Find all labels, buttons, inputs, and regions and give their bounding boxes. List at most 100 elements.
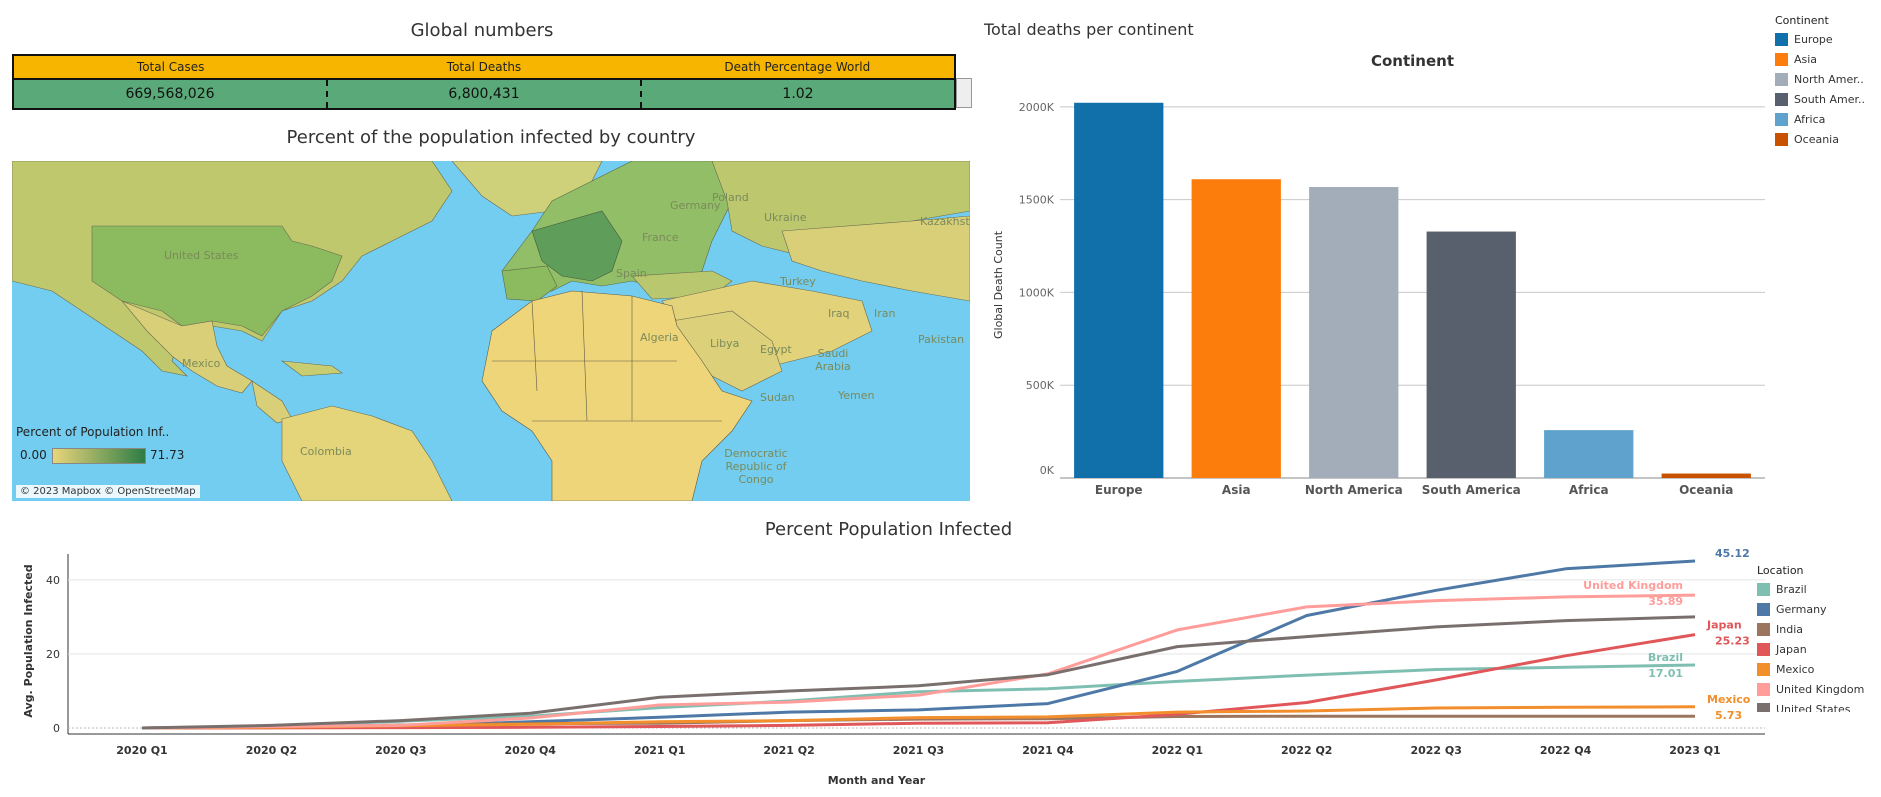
land-mexico <box>121 300 253 394</box>
location-legend-item[interactable]: Japan <box>1757 639 1864 659</box>
line-x-tick-label: 2022 Q4 <box>1540 744 1592 757</box>
location-legend-item[interactable]: Mexico <box>1757 659 1864 679</box>
land-south-america <box>281 405 453 501</box>
map-label-libya: Libya <box>710 337 740 350</box>
continent-legend-item[interactable]: North Amer.. <box>1775 69 1865 89</box>
map-legend-title: Percent of Population Inf.. <box>16 425 170 439</box>
line-y-tick-label: 20 <box>46 648 60 661</box>
bar-y-tick-label: 500K <box>1026 379 1055 392</box>
bar-south-america[interactable] <box>1426 231 1516 478</box>
line-series-japan[interactable] <box>141 633 1696 730</box>
border-africa-1 <box>531 300 538 392</box>
legend-swatch <box>1757 622 1770 636</box>
line-end-label-value: 5.73 <box>1715 709 1742 722</box>
bar-asia[interactable] <box>1191 179 1281 478</box>
location-legend-item[interactable]: India <box>1757 619 1864 639</box>
location-legend-item[interactable]: United Kingdom <box>1757 679 1864 699</box>
line-series-germany[interactable] <box>141 559 1696 730</box>
line-series-united-states[interactable] <box>141 615 1696 730</box>
legend-swatch <box>1757 682 1770 696</box>
bar-x-tick-label: Asia <box>1222 483 1251 497</box>
line-x-tick-label: 2022 Q1 <box>1152 744 1203 757</box>
line-x-axis-label: Month and Year <box>828 774 926 787</box>
bar-oceania[interactable] <box>1661 473 1751 478</box>
map-label-yemen: Yemen <box>838 389 875 402</box>
line-end-label-name: United Kingdom <box>1583 579 1683 592</box>
map-attribution[interactable]: © 2023 Mapbox © OpenStreetMap <box>16 485 200 498</box>
legend-swatch <box>1775 132 1788 146</box>
bar-europe[interactable] <box>1074 102 1164 478</box>
continent-legend-item[interactable]: Europe <box>1775 29 1865 49</box>
bar-north-america[interactable] <box>1309 187 1399 478</box>
line-end-label-value: 25.23 <box>1715 635 1750 648</box>
line-y-tick-label: 40 <box>46 574 60 587</box>
legend-label: United Kingdom <box>1776 682 1865 696</box>
line-x-tick-label: 2020 Q2 <box>246 744 297 757</box>
legend-label: Japan <box>1776 642 1807 656</box>
legend-label: Asia <box>1794 52 1818 66</box>
location-legend-item[interactable]: Brazil <box>1757 579 1864 599</box>
continent-legend-item[interactable]: South Amer.. <box>1775 89 1865 109</box>
line-end-label-value: 45.12 <box>1715 548 1750 560</box>
line-y-axis-label: Avg. Population Infected <box>22 564 35 717</box>
land-iberia <box>501 265 558 302</box>
line-x-tick-label: 2021 Q3 <box>893 744 944 757</box>
location-legend-title: Location <box>1757 564 1804 577</box>
line-x-tick-label: 2020 Q3 <box>375 744 426 757</box>
land-caribbean <box>280 360 343 377</box>
line-end-label-name: Mexico <box>1707 693 1751 706</box>
line-end-label-name: Brazil <box>1648 651 1683 664</box>
map-label-kazakhstan: Kazakhstan <box>920 215 970 228</box>
map-label-france: France <box>642 231 679 244</box>
continent-legend-title: Continent <box>1775 14 1829 27</box>
table-scrollbar[interactable] <box>956 78 972 108</box>
bar-y-tick-label: 2000K <box>1019 101 1055 114</box>
map-label-iran: Iran <box>874 307 896 320</box>
bar-y-axis-label: Global Death Count <box>992 230 1005 339</box>
bar-x-tick-label: North America <box>1305 483 1403 497</box>
header-death-percentage: Death Percentage World <box>724 60 871 74</box>
legend-label: Europe <box>1794 32 1833 46</box>
legend-swatch <box>1775 52 1788 66</box>
map-label-spain: Spain <box>616 267 647 280</box>
line-end-label-value: 35.89 <box>1648 595 1683 608</box>
location-legend-item[interactable]: United States <box>1757 699 1864 712</box>
bar-x-tick-label: South America <box>1422 483 1521 497</box>
legend-swatch <box>1775 72 1788 86</box>
line-x-tick-label: 2021 Q2 <box>763 744 814 757</box>
bar-x-tick-label: Europe <box>1095 483 1143 497</box>
continent-legend-item[interactable]: Oceania <box>1775 129 1865 149</box>
location-legend: Location Brazil Germany India Japan Mexico Un… <box>1757 564 1864 712</box>
header-total-cases: Total Cases <box>136 60 205 74</box>
land-kazakhstan <box>781 215 970 302</box>
bar-y-tick-label: 1500K <box>1019 194 1055 207</box>
line-series-united-kingdom[interactable] <box>141 593 1696 730</box>
continent-legend-item[interactable]: Asia <box>1775 49 1865 69</box>
legend-label: Germany <box>1776 602 1827 616</box>
bar-x-tick-label: Africa <box>1569 483 1609 497</box>
bar-africa[interactable] <box>1544 430 1634 478</box>
bar-chart-title: Continent <box>1371 52 1454 70</box>
map-legend-min: 0.00 <box>20 448 47 462</box>
legend-swatch <box>1757 642 1770 656</box>
map-color-gradient <box>52 448 146 464</box>
bar-x-tick-label: Oceania <box>1679 483 1733 497</box>
legend-label: India <box>1776 622 1803 636</box>
map-label-poland: Poland <box>712 191 749 204</box>
population-infected-line-chart: 0 20 40 Avg. Population Infected 2020 Q1 2020… <box>22 548 1765 787</box>
legend-swatch <box>1757 582 1770 596</box>
legend-swatch <box>1757 662 1770 676</box>
choropleth-map[interactable]: United States Mexico Colombia Spain Fran… <box>12 161 970 501</box>
map-label-germany: Germany <box>670 199 721 212</box>
legend-label: Mexico <box>1776 662 1815 676</box>
location-legend-item[interactable]: Germany <box>1757 599 1864 619</box>
continent-legend-item[interactable]: Africa <box>1775 109 1865 129</box>
land-africa <box>481 290 753 501</box>
map-label-sudan: Sudan <box>760 391 795 404</box>
line-end-label-name: Japan <box>1706 619 1742 632</box>
global-numbers-header: Total Cases Total Deaths Death Percentag… <box>14 56 954 78</box>
line-chart-title: Percent Population Infected <box>764 519 1013 540</box>
line-x-tick-label: 2023 Q1 <box>1669 744 1720 757</box>
land-central-america <box>251 380 293 424</box>
map-label-algeria: Algeria <box>640 331 679 344</box>
